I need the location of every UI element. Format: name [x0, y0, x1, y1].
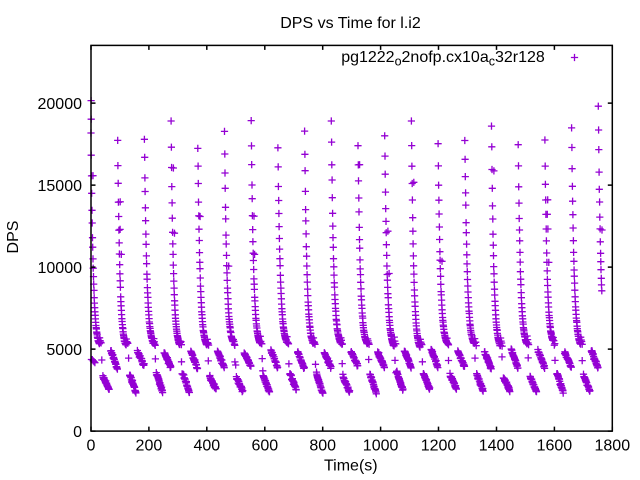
svg-text:DPS: DPS	[5, 221, 22, 254]
svg-text:1000: 1000	[363, 438, 399, 455]
svg-text:0: 0	[87, 438, 96, 455]
svg-text:1800: 1800	[595, 438, 631, 455]
svg-text:1600: 1600	[537, 438, 573, 455]
svg-text:10000: 10000	[38, 260, 83, 277]
svg-text:20000: 20000	[38, 96, 83, 113]
svg-text:400: 400	[193, 438, 220, 455]
svg-text:5000: 5000	[46, 342, 82, 359]
svg-text:Time(s): Time(s)	[324, 458, 378, 475]
svg-text:pg1222o2nofp.cx10ac32r128: pg1222o2nofp.cx10ac32r128	[341, 49, 545, 69]
svg-text:1200: 1200	[421, 438, 457, 455]
svg-text:800: 800	[309, 438, 336, 455]
svg-text:600: 600	[251, 438, 278, 455]
svg-text:1400: 1400	[479, 438, 515, 455]
svg-text:DPS vs Time for l.i2: DPS vs Time for l.i2	[280, 15, 421, 32]
svg-text:15000: 15000	[38, 178, 83, 195]
svg-text:0: 0	[73, 424, 82, 441]
svg-text:200: 200	[136, 438, 163, 455]
